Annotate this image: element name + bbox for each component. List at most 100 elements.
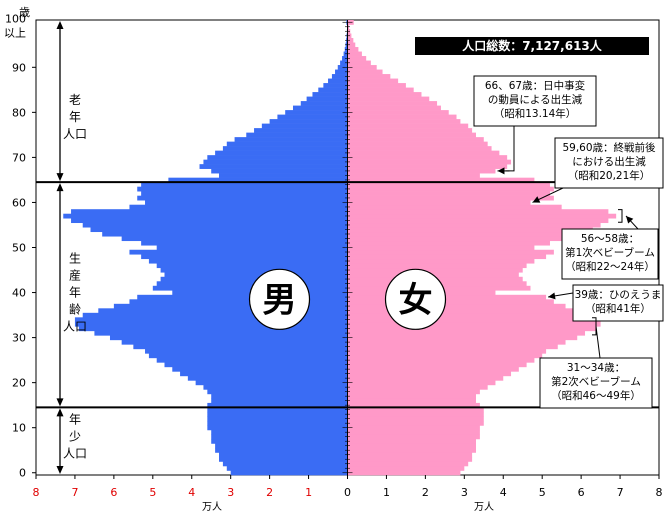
band-label-2-line-1: 少 xyxy=(69,430,81,444)
annotation-1-arrow-head xyxy=(532,196,541,203)
bar-female-age-12 xyxy=(347,416,484,422)
bar-female-age-38 xyxy=(347,299,554,305)
bar-male-age-7 xyxy=(211,438,348,444)
age-band-arrows xyxy=(56,21,64,474)
annotation-box-4 xyxy=(539,357,653,409)
bar-female-age-21 xyxy=(347,375,504,381)
bar-female-age-77 xyxy=(347,123,469,129)
bar-male-age-17 xyxy=(211,393,348,399)
bar-female-age-68 xyxy=(347,164,508,169)
bar-female-age-91 xyxy=(347,60,371,66)
bar-female-age-50 xyxy=(347,245,535,251)
annotation-1-line-0: 59,60歳：終戦前後 xyxy=(562,141,656,154)
bar-female-age-39 xyxy=(347,294,547,300)
band-arrow-head-bottom-1 xyxy=(56,398,64,407)
bar-female-age-30 xyxy=(347,335,578,341)
center-axis xyxy=(342,20,353,475)
bar-male-age-55 xyxy=(82,222,348,228)
bar-female-age-27 xyxy=(347,348,547,354)
bar-female-age-56 xyxy=(347,218,609,224)
bar-male-age-62 xyxy=(141,191,348,196)
bar-female-age-64 xyxy=(347,182,550,187)
bar-female-age-29 xyxy=(347,339,566,345)
band-label-0-line-1: 年 xyxy=(69,110,81,124)
bar-female-age-69 xyxy=(347,159,512,165)
bar-female-age-23 xyxy=(347,366,519,372)
bar-female-age-86 xyxy=(347,83,406,88)
bar-female-age-82 xyxy=(347,101,438,106)
bar-male-age-30 xyxy=(109,335,348,341)
bar-male-age-9 xyxy=(211,429,348,435)
bar-female-age-78 xyxy=(347,119,461,124)
annotation-0-arrow-head xyxy=(497,167,505,175)
y-tick-label-100-line-0: 100 xyxy=(5,12,26,25)
bar-female-age-55 xyxy=(347,222,601,228)
bar-male-age-74 xyxy=(234,137,348,142)
bar-male-age-24 xyxy=(164,362,348,368)
bar-female-age-49 xyxy=(347,249,554,255)
bar-male-age-31 xyxy=(94,330,348,336)
bar-male-age-45 xyxy=(160,267,348,273)
bar-female-age-22 xyxy=(347,371,512,377)
bar-female-age-17 xyxy=(347,393,476,399)
bar-female-age-59 xyxy=(347,204,562,210)
y-tick-label-90: 90 xyxy=(12,61,26,74)
bar-male-age-85 xyxy=(318,87,348,93)
band-arrow-head-top-1 xyxy=(56,183,64,192)
bar-male-age-57 xyxy=(63,213,348,219)
bar-male-age-48 xyxy=(141,254,348,260)
bar-female-age-85 xyxy=(347,87,414,93)
y-tick-label-30: 30 xyxy=(12,332,26,345)
bar-female-age-10 xyxy=(347,425,480,431)
bar-female-age-46 xyxy=(347,263,527,269)
bar-male-age-86 xyxy=(323,83,348,88)
bar-female-age-5 xyxy=(347,447,476,453)
bar-female-age-79 xyxy=(347,114,457,120)
bar-female-age-24 xyxy=(347,362,527,368)
male-bars xyxy=(63,20,348,476)
bar-male-age-73 xyxy=(226,141,348,147)
bar-female-age-18 xyxy=(347,389,480,395)
bar-female-age-93 xyxy=(347,51,362,57)
annotation-box-1 xyxy=(554,137,664,189)
x-tick-label-8: 0 xyxy=(344,486,351,499)
bar-female-age-52 xyxy=(347,236,566,242)
bar-male-age-71 xyxy=(215,150,348,156)
bar-female-age-63 xyxy=(347,186,554,192)
bar-male-age-58 xyxy=(71,209,348,215)
bar-male-age-91 xyxy=(340,60,348,66)
bar-female-age-3 xyxy=(347,456,473,462)
x-tick-label-7: 1 xyxy=(305,486,312,499)
band-label-1-line-0: 生 xyxy=(69,252,81,266)
bar-male-age-0 xyxy=(230,470,348,476)
band-label-2-line-0: 年 xyxy=(69,413,81,427)
bar-female-age-35 xyxy=(347,312,593,318)
bar-male-age-33 xyxy=(74,321,348,327)
band-label-1-line-2: 年 xyxy=(69,286,81,300)
bar-male-age-27 xyxy=(145,348,348,354)
bar-female-age-61 xyxy=(347,195,554,201)
band-arrow-head-bottom-0 xyxy=(56,173,64,182)
bar-male-age-34 xyxy=(74,317,348,323)
bar-male-age-88 xyxy=(331,74,348,79)
bar-male-age-50 xyxy=(156,245,348,251)
bar-male-age-65 xyxy=(168,177,348,183)
bar-male-age-59 xyxy=(129,204,348,210)
bar-female-age-31 xyxy=(347,330,586,336)
sex-label-0: 男 xyxy=(263,280,297,320)
x-tick-label-13: 5 xyxy=(539,486,546,499)
bar-male-age-66 xyxy=(219,173,348,178)
bar-female-age-90 xyxy=(347,65,377,70)
annotation-3-arrow-head xyxy=(548,292,556,300)
y-tick-label-0: 0 xyxy=(19,467,26,480)
annotation-4-line-2: （昭和46～49年） xyxy=(551,389,641,402)
bar-male-age-5 xyxy=(215,447,348,453)
annotation-box-0 xyxy=(473,75,597,127)
bar-male-age-72 xyxy=(222,146,348,151)
x-tick-label-9: 1 xyxy=(383,486,390,499)
band-label-1-line-3: 齢 xyxy=(69,302,81,317)
annotation-box-3 xyxy=(572,284,664,322)
bar-female-age-33 xyxy=(347,321,601,327)
bar-female-age-81 xyxy=(347,105,441,111)
